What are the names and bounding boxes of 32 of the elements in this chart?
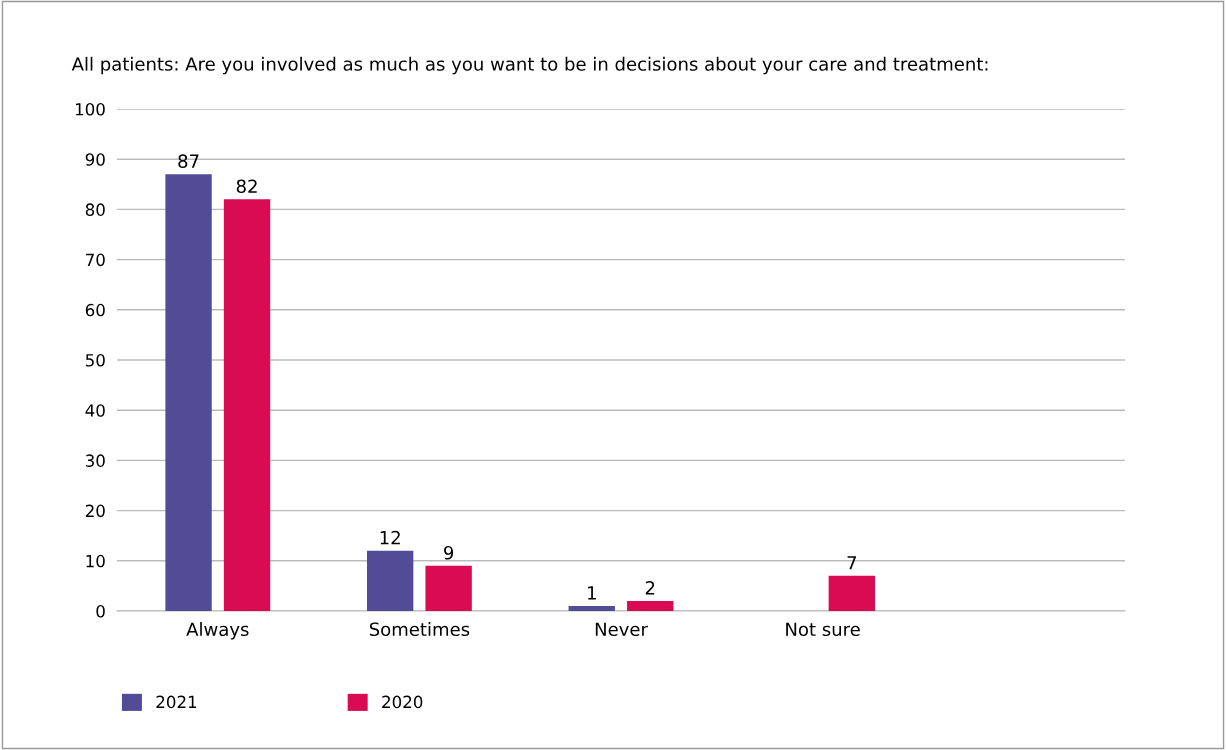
legend-label: 2021: [156, 695, 197, 709]
data-label: 82: [236, 179, 257, 194]
y-tick-label: 90: [85, 153, 105, 166]
bar: [425, 565, 472, 611]
bar: [627, 600, 674, 611]
data-label: 12: [380, 530, 400, 545]
legend-label: 2020: [382, 695, 423, 709]
y-tick-label: 30: [85, 454, 105, 467]
x-tick-label: Sometimes: [369, 622, 470, 637]
x-tick-label: Not sure: [786, 622, 860, 637]
y-tick-label: 10: [86, 554, 105, 568]
bar: [223, 199, 271, 611]
y-tick-label: 0: [96, 604, 105, 618]
bar: [568, 605, 615, 611]
data-label: 87: [178, 154, 199, 168]
data-label: 2: [645, 581, 655, 595]
data-label: 7: [847, 556, 857, 570]
chart-title: All patients: Are you involved as much as you want to be in decisions about your care and treatment:: [71, 56, 988, 75]
bar: [828, 575, 876, 611]
x-tick-label: Always: [186, 622, 249, 640]
data-label: 1: [588, 586, 596, 600]
y-tick-label: 60: [85, 303, 105, 317]
y-tick-label: 40: [85, 404, 105, 417]
x-tick-label: Never: [595, 622, 648, 637]
y-tick-label: 70: [86, 253, 105, 267]
bar: [366, 550, 414, 611]
bar: [165, 174, 212, 611]
y-tick-label: 80: [85, 203, 105, 216]
y-tick-label: 50: [85, 353, 105, 367]
data-label: 9: [444, 545, 454, 560]
y-tick-label: 20: [85, 504, 105, 518]
y-tick-label: 100: [75, 102, 105, 116]
